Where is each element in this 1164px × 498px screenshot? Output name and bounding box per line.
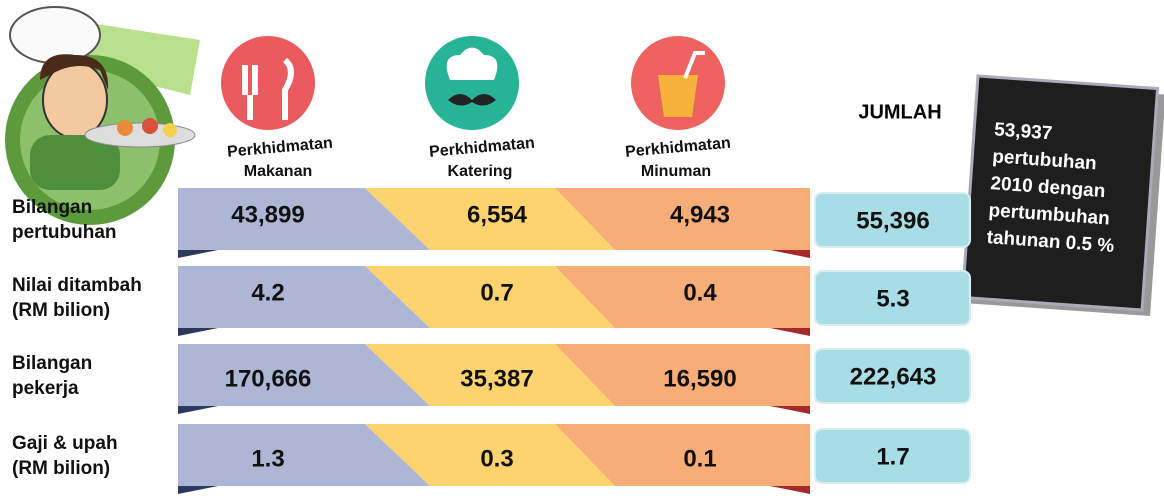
food-icon-shape	[242, 57, 294, 120]
cell-value: 170,666	[225, 365, 312, 392]
red-tab	[770, 250, 810, 258]
column-header: Perkhidmatan	[227, 135, 334, 161]
drink-icon-glass	[658, 75, 698, 117]
cell-value: 35,387	[460, 365, 533, 392]
note-box	[960, 74, 1160, 312]
column-header: Perkhidmatan	[429, 135, 536, 161]
chef-illustration	[5, 6, 200, 225]
total-box	[814, 192, 971, 248]
catering-icon-moustache	[448, 94, 496, 106]
column-header: Katering	[448, 163, 513, 180]
navy-tab	[178, 406, 218, 414]
cell-value: 0.4	[683, 279, 717, 306]
total-value: 55,396	[856, 207, 929, 234]
band-yellow	[365, 344, 615, 406]
band-yellow	[365, 188, 615, 250]
band-yellow	[365, 266, 615, 328]
band-orange	[555, 344, 810, 406]
drink-icon-straw	[683, 51, 705, 79]
cell-value: 1.3	[251, 445, 284, 472]
note-line: 53,937	[994, 119, 1053, 144]
cell-value: 0.3	[480, 445, 513, 472]
total-box	[814, 348, 971, 404]
cell-value: 43,899	[231, 201, 304, 228]
cell-value: 6,554	[467, 201, 528, 228]
total-value: 5.3	[876, 285, 909, 312]
cell-value: 0.1	[683, 445, 716, 472]
total-value: 222,643	[850, 363, 937, 390]
column-header: Minuman	[641, 163, 711, 180]
band-orange	[555, 424, 810, 486]
column-header: Perkhidmatan	[625, 135, 732, 161]
total-value: 1.7	[876, 443, 909, 470]
band-blue	[178, 344, 430, 406]
band-orange	[555, 266, 810, 328]
band-blue	[178, 424, 430, 486]
band-blue	[178, 188, 430, 250]
total-box	[814, 270, 971, 326]
row-label: Gaji & upah	[12, 433, 118, 454]
total-header: JUMLAH	[858, 101, 941, 123]
band-blue	[178, 266, 430, 328]
row-label: Bilangan	[12, 353, 92, 374]
cell-value: 4,943	[670, 201, 730, 228]
cell-value: 0.7	[480, 279, 513, 306]
navy-tab	[178, 486, 218, 494]
column-header: Makanan	[244, 163, 312, 180]
cell-value: 16,590	[663, 365, 736, 392]
total-box	[814, 428, 971, 484]
row-label: (RM bilion)	[12, 458, 110, 479]
row-label: pekerja	[12, 378, 79, 399]
navy-tab	[178, 328, 218, 336]
row-label: Bilangan	[12, 197, 92, 218]
band-yellow	[365, 424, 615, 486]
food-icon	[221, 36, 315, 130]
row-label: pertubuhan	[12, 222, 117, 243]
row-label: Nilai ditambah	[12, 275, 142, 296]
red-tab	[770, 486, 810, 494]
red-tab	[770, 328, 810, 336]
navy-tab	[178, 250, 218, 258]
red-tab	[770, 406, 810, 414]
row-label: (RM bilion)	[12, 300, 110, 321]
catering-icon-hat	[446, 47, 498, 80]
cell-value: 4.2	[251, 279, 284, 306]
band-orange	[555, 188, 810, 250]
